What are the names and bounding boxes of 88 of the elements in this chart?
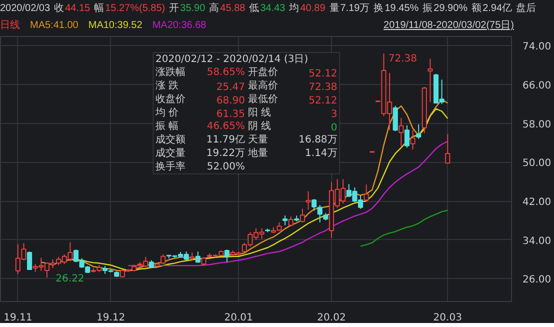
candlestick (392, 105, 398, 132)
candlestick (398, 118, 404, 147)
text: 额 (472, 3, 482, 14)
annotation: 换手率 (156, 160, 186, 173)
annotation: 72.38 (388, 54, 418, 65)
line-series (360, 210, 448, 247)
text: 盘后 (516, 3, 536, 14)
candlestick (445, 134, 450, 164)
text: 2019/11/08-2020/03/02(75日) (384, 19, 514, 33)
annotation: 涨跌幅 (156, 66, 186, 78)
text: 19.45% (384, 3, 419, 14)
text: 35.90 (180, 3, 206, 14)
annotation: 开盘价 (248, 66, 278, 78)
candlestick (306, 190, 311, 210)
annotation: 涨 跌 (156, 80, 179, 92)
annotation: 11.79亿 (206, 134, 245, 146)
annotation: 0 (330, 122, 338, 134)
candlestick (282, 215, 288, 226)
x-tick-label: 20.03 (433, 312, 462, 324)
annotation: 16.88万 (298, 134, 338, 146)
text: 收 (54, 3, 64, 14)
text: MA10:39.52 (88, 20, 142, 31)
annotation: 收盘价 (156, 93, 186, 106)
candlestick (404, 124, 410, 148)
text: 量 (329, 3, 340, 14)
text: 幅 (94, 3, 104, 14)
text: 15.27%(5.85) (105, 3, 166, 14)
text: 日线 (0, 20, 20, 31)
text: MA20:36.68 (152, 20, 206, 31)
annotation: 52.12 (308, 68, 338, 80)
x-tick-label: 20.02 (317, 312, 346, 324)
annotation: 地量 (246, 147, 268, 160)
text: 开 (169, 3, 180, 14)
candlestick (27, 251, 32, 270)
candlestick (364, 184, 369, 203)
x-tick-label: 19.11 (4, 312, 32, 324)
annotation: 天量 (248, 134, 268, 146)
annotation: 成交量 (156, 147, 186, 160)
annotation: 1.14万 (305, 148, 338, 160)
annotation: 最低价 (248, 93, 278, 106)
text: 40.89 (300, 3, 326, 14)
annotation: 最高价 (248, 80, 278, 92)
candlestick (288, 216, 294, 227)
annotation: 阳 线 (248, 106, 272, 119)
y-tick-label: 34.00 (522, 236, 552, 247)
x-tick-label: 20.01 (224, 312, 253, 324)
y-tick-label: 58.00 (522, 119, 552, 130)
annotation: 25.47 (216, 82, 245, 94)
text: MA5:41.00 (30, 20, 78, 31)
candlestick (300, 208, 305, 223)
y-tick-label: 66.00 (522, 80, 552, 92)
annotation: 19.22万 (206, 148, 245, 160)
text: 34.43 (260, 3, 286, 14)
text: 振 (422, 3, 433, 14)
text: 高 (209, 3, 220, 14)
annotation: 72.38 (308, 82, 338, 94)
text: 2020/02/03 (0, 3, 50, 14)
annotation: 52.12 (308, 96, 338, 107)
annotation: 3 (330, 109, 338, 120)
x-tick-label: 19.12 (96, 312, 126, 324)
annotation: 26.22 (56, 274, 84, 285)
annotation: 2020/02/12 - 2020/02/14 (3日) (156, 54, 308, 65)
candlestick (428, 58, 433, 103)
annotation: 68.90 (216, 96, 245, 107)
text: 换 (374, 3, 384, 14)
text: 7.19万 (340, 3, 370, 14)
text: 均 (289, 3, 300, 14)
annotation: 52.00% (206, 162, 245, 173)
candlestick (224, 249, 230, 263)
text: 低 (249, 3, 260, 14)
candlestick (160, 254, 166, 265)
annotation: 61.35 (216, 109, 245, 120)
annotation: 成交额 (156, 134, 186, 146)
annotation: 46.65% (206, 121, 245, 132)
annotation: 均 价 (154, 106, 179, 119)
annotation: 振 幅 (156, 120, 179, 132)
y-tick-label: 74.00 (522, 42, 552, 53)
annotation: 阴 线 (248, 120, 272, 132)
annotation: 58.65% (206, 67, 245, 78)
candlestick (410, 130, 416, 150)
y-tick-label: 42.00 (522, 197, 552, 208)
candlestick (416, 124, 422, 140)
text: 29.90% (434, 3, 468, 14)
y-tick-label: 50.00 (522, 158, 552, 170)
y-tick-label: 26.00 (522, 274, 552, 286)
text: 2.94亿 (482, 3, 512, 14)
text: 45.88 (220, 3, 246, 14)
text: 44.15 (65, 3, 90, 14)
